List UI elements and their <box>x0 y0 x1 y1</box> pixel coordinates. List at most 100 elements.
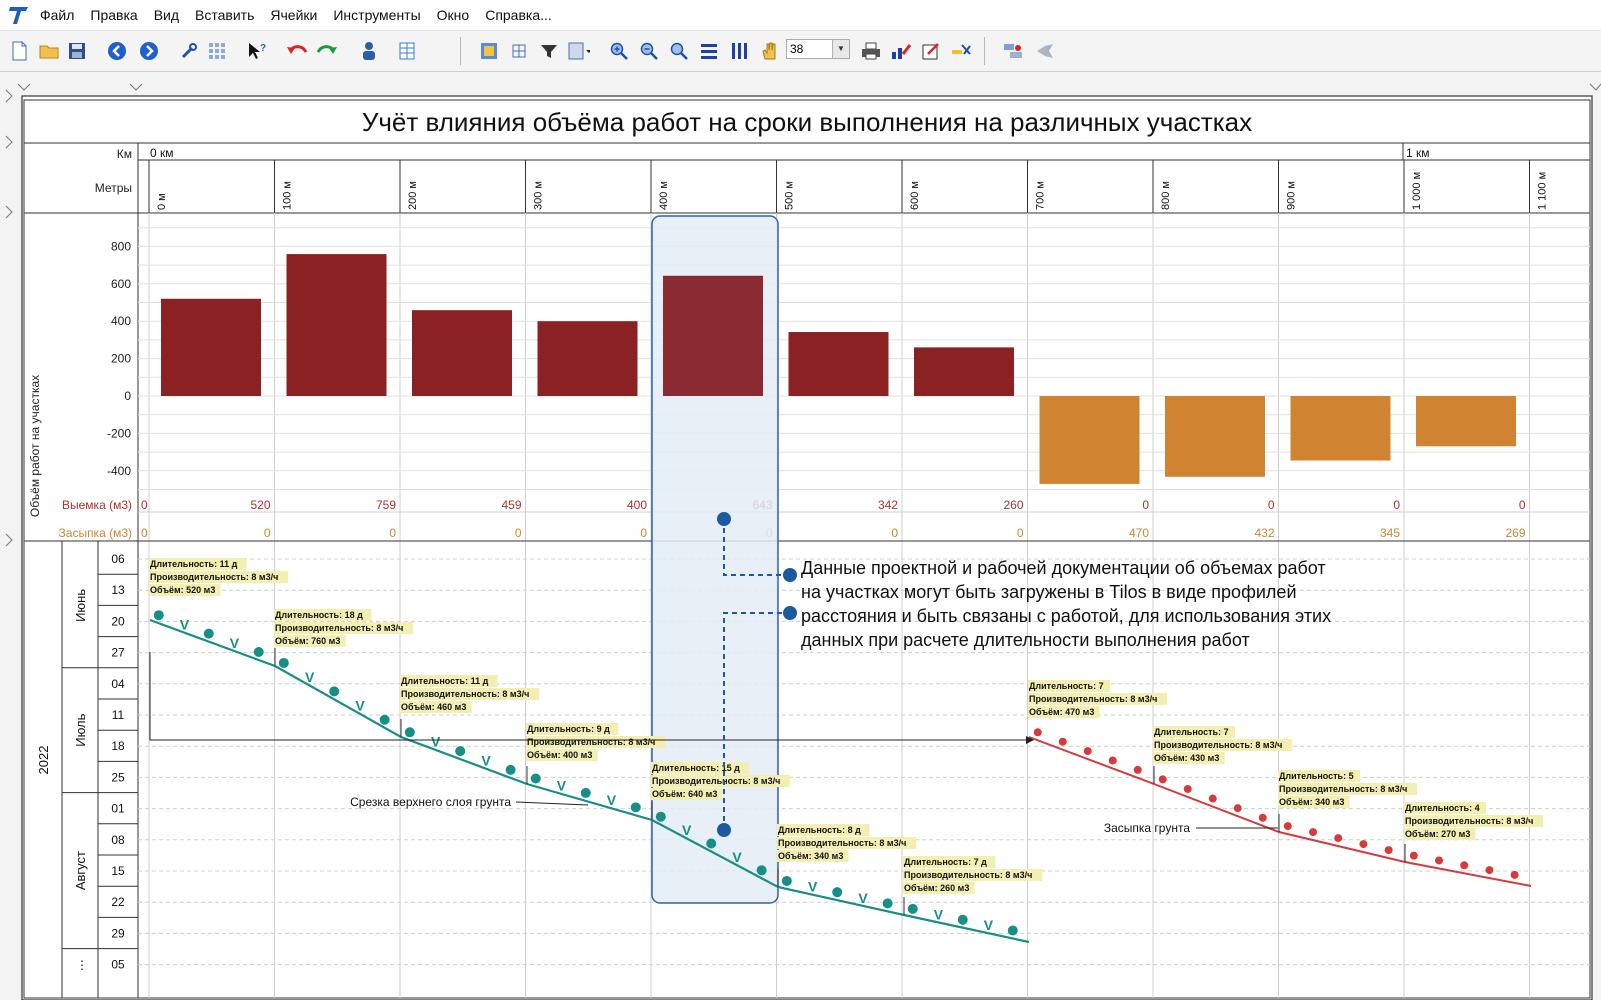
progress-marker <box>832 887 843 898</box>
chevron-down-icon[interactable]: ▼ <box>832 40 849 58</box>
user-icon[interactable] <box>358 40 380 62</box>
table-icon[interactable] <box>396 40 418 62</box>
edit-chart-icon[interactable] <box>890 40 912 62</box>
menu-view[interactable]: Вид <box>153 7 180 23</box>
menu-window[interactable]: Окно <box>436 7 470 23</box>
meter-label: 600 м <box>909 181 921 210</box>
zoom-in-icon[interactable] <box>608 40 630 62</box>
annotation-line: Длительность: 8 д <box>778 825 861 835</box>
annotation-bg <box>777 850 849 862</box>
check-marker: V <box>431 734 441 750</box>
cut-value: 759 <box>376 498 396 512</box>
toolbar: ? 38 ▼ <box>0 31 1601 72</box>
volume-bars <box>161 254 1516 484</box>
day-label: 06 <box>111 552 125 566</box>
open-folder-icon[interactable] <box>38 40 60 62</box>
fill-value: 345 <box>1380 526 1400 540</box>
zoom-value: 38 <box>790 42 804 56</box>
menu-cells[interactable]: Ячейки <box>270 7 318 23</box>
y-tick-labels: 800 600 400 200 0 -200 -400 <box>107 239 131 477</box>
link-line <box>149 652 1026 741</box>
help-cursor-icon[interactable]: ? <box>246 40 268 62</box>
annotation-bg <box>777 824 870 836</box>
progress-marker <box>781 875 792 886</box>
zoom-fit-icon[interactable] <box>668 40 690 62</box>
vertical-bars-icon[interactable] <box>728 40 750 62</box>
menu-tools[interactable]: Инструменты <box>333 7 421 23</box>
cut-row-label: Выемка (м3) <box>62 498 132 512</box>
annotation-line: Объём: 400 м3 <box>527 750 592 760</box>
progress-marker <box>1058 737 1067 746</box>
annotation-line: Производительность: 8 м3/ч <box>1279 784 1407 794</box>
grid-icon[interactable] <box>206 40 228 62</box>
calendar-view-icon[interactable] <box>478 40 500 62</box>
annotation-bg <box>274 622 414 634</box>
forward-icon[interactable] <box>138 40 160 62</box>
task-annotation: Длительность: 5 Производительность: 8 м3/… <box>1278 770 1418 808</box>
fill-value: 0 <box>1017 526 1024 540</box>
fill-value: 0 <box>389 526 396 540</box>
progress-marker <box>505 764 516 775</box>
meter-label: 1 000 м <box>1411 172 1423 210</box>
check-marker: V <box>230 635 240 651</box>
undo-icon[interactable] <box>286 40 308 62</box>
volume-bars-highlighted <box>663 275 763 396</box>
task-annotation: Длительность: 7 Производительность: 8 м3/… <box>1028 680 1168 718</box>
progress-marker <box>1007 925 1018 936</box>
progress-marker <box>957 914 968 925</box>
annotation-bg <box>1278 770 1360 782</box>
km-label: Км <box>117 147 132 161</box>
annotation-line: Производительность: 8 м3/ч <box>652 776 780 786</box>
progress-marker <box>1208 794 1217 803</box>
annotation-line: Длительность: 11 д <box>401 676 489 686</box>
zoom-out-icon[interactable] <box>638 40 660 62</box>
y-tick-label: 0 <box>124 389 131 403</box>
task-annotation: Длительность: 9 д Производительность: 8 м… <box>526 723 666 761</box>
horizontal-bars-icon[interactable] <box>698 40 720 62</box>
layout-icon[interactable] <box>568 40 590 62</box>
settings-icon[interactable] <box>1002 40 1024 62</box>
menu-edit[interactable]: Правка <box>90 7 138 23</box>
check-marker: V <box>808 879 818 895</box>
zoom-select[interactable]: 38 ▼ <box>786 39 850 59</box>
progress-marker <box>253 647 264 658</box>
progress-marker <box>580 787 591 798</box>
redo-icon[interactable] <box>316 40 338 62</box>
link-icon[interactable] <box>950 40 972 62</box>
back-icon[interactable] <box>106 40 128 62</box>
annotation-bg <box>1028 680 1110 692</box>
hand-pan-icon[interactable] <box>758 40 780 62</box>
menu-help[interactable]: Справка... <box>485 7 552 23</box>
menu-insert[interactable]: Вставить <box>195 7 255 23</box>
save-icon[interactable] <box>66 40 88 62</box>
tools-icon[interactable] <box>178 40 200 62</box>
annotation-bg <box>149 558 247 570</box>
meter-gridlines: 0 м 100 м 200 м 300 м 400 м 500 м 600 м 700 м 80… <box>148 160 1549 998</box>
check-marker: V <box>355 698 365 714</box>
check-marker: V <box>557 778 567 794</box>
callout-connector <box>723 519 788 830</box>
day-label: 13 <box>111 583 125 597</box>
annotation-line: Объём: 270 м3 <box>1405 829 1470 839</box>
print-icon[interactable] <box>860 40 882 62</box>
time-distance-chart: Учёт влияния объёма работ на сроки выпол… <box>5 83 1601 1000</box>
progress-marker <box>1108 756 1117 765</box>
annotation-line: Длительность: 7 <box>1154 727 1229 737</box>
progress-marker <box>756 865 767 876</box>
callout-dot-bottom <box>717 823 731 837</box>
menu-file[interactable]: Файл <box>40 7 75 23</box>
progress-marker <box>1283 822 1292 831</box>
progress-marker <box>404 727 415 738</box>
fill-bar <box>1290 396 1391 461</box>
annotation-line: Объём: 520 м3 <box>150 585 215 595</box>
annotation-bg <box>1153 739 1293 751</box>
edit-icon[interactable] <box>920 40 942 62</box>
grid-small-icon[interactable] <box>508 40 530 62</box>
connect-icon[interactable] <box>1034 40 1056 62</box>
filter-icon[interactable] <box>538 40 560 62</box>
cut-value: 0 <box>1268 498 1275 512</box>
new-document-icon[interactable] <box>8 40 30 62</box>
annotation-line: Длительность: 7 д <box>904 857 987 867</box>
progress-marker <box>882 898 893 909</box>
annotation-bg <box>149 571 289 583</box>
